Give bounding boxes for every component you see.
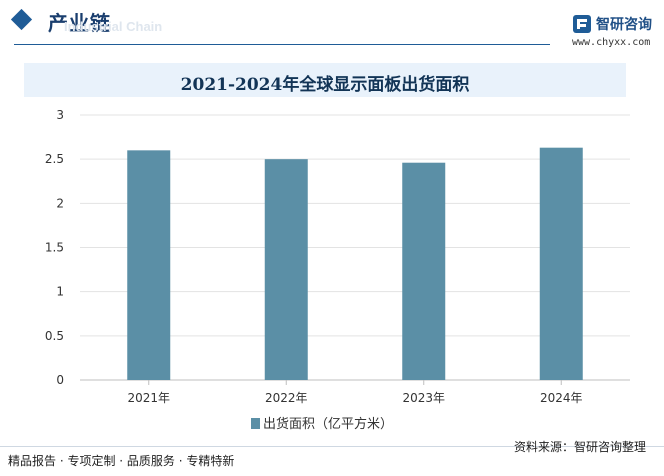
y-tick-label: 1.5 bbox=[45, 241, 64, 255]
bar bbox=[539, 147, 583, 380]
footer-slogan: 精品报告 · 专项定制 · 品质服务 · 专精特新 bbox=[8, 454, 235, 468]
y-tick-label: 2 bbox=[56, 196, 64, 210]
y-tick-label: 3 bbox=[56, 108, 64, 122]
bar bbox=[402, 162, 446, 380]
section-watermark: Industrial Chain bbox=[64, 19, 163, 34]
x-tick-label: 2023年 bbox=[402, 391, 445, 405]
y-tick-label: 1 bbox=[56, 285, 64, 299]
y-tick-label: 0.5 bbox=[45, 329, 64, 343]
section-title: 产业链 bbox=[48, 11, 111, 35]
brand-url: www.chyxx.com bbox=[572, 37, 651, 48]
x-tick-label: 2021年 bbox=[127, 391, 170, 405]
legend-label: 出货面积（亿平方米） bbox=[263, 416, 393, 432]
zhiyan-logo-icon bbox=[573, 15, 591, 33]
footer-rule bbox=[0, 446, 664, 447]
bar bbox=[127, 150, 171, 380]
chart-title-band: 2021-2024年全球显示面板出货面积 bbox=[24, 63, 626, 97]
header-rule bbox=[14, 44, 550, 45]
y-tick-label: 0 bbox=[56, 373, 64, 387]
bar bbox=[264, 159, 308, 380]
bar-chart: 0 0.5 1 1.5 2 2.5 3 2021年 2022年 2023年 2024年出货面积（亿平… bbox=[45, 108, 630, 432]
x-tick-label: 2022年 bbox=[265, 391, 308, 405]
x-tick-label: 2024年 bbox=[540, 391, 583, 405]
y-tick-label: 2.5 bbox=[45, 152, 64, 166]
chart-title: 2021-2024年全球显示面板出货面积 bbox=[180, 75, 470, 95]
legend-swatch bbox=[251, 418, 260, 429]
brand-name: 智研咨询 bbox=[596, 17, 652, 33]
source-note: 资料来源：智研咨询整理 bbox=[513, 440, 646, 454]
